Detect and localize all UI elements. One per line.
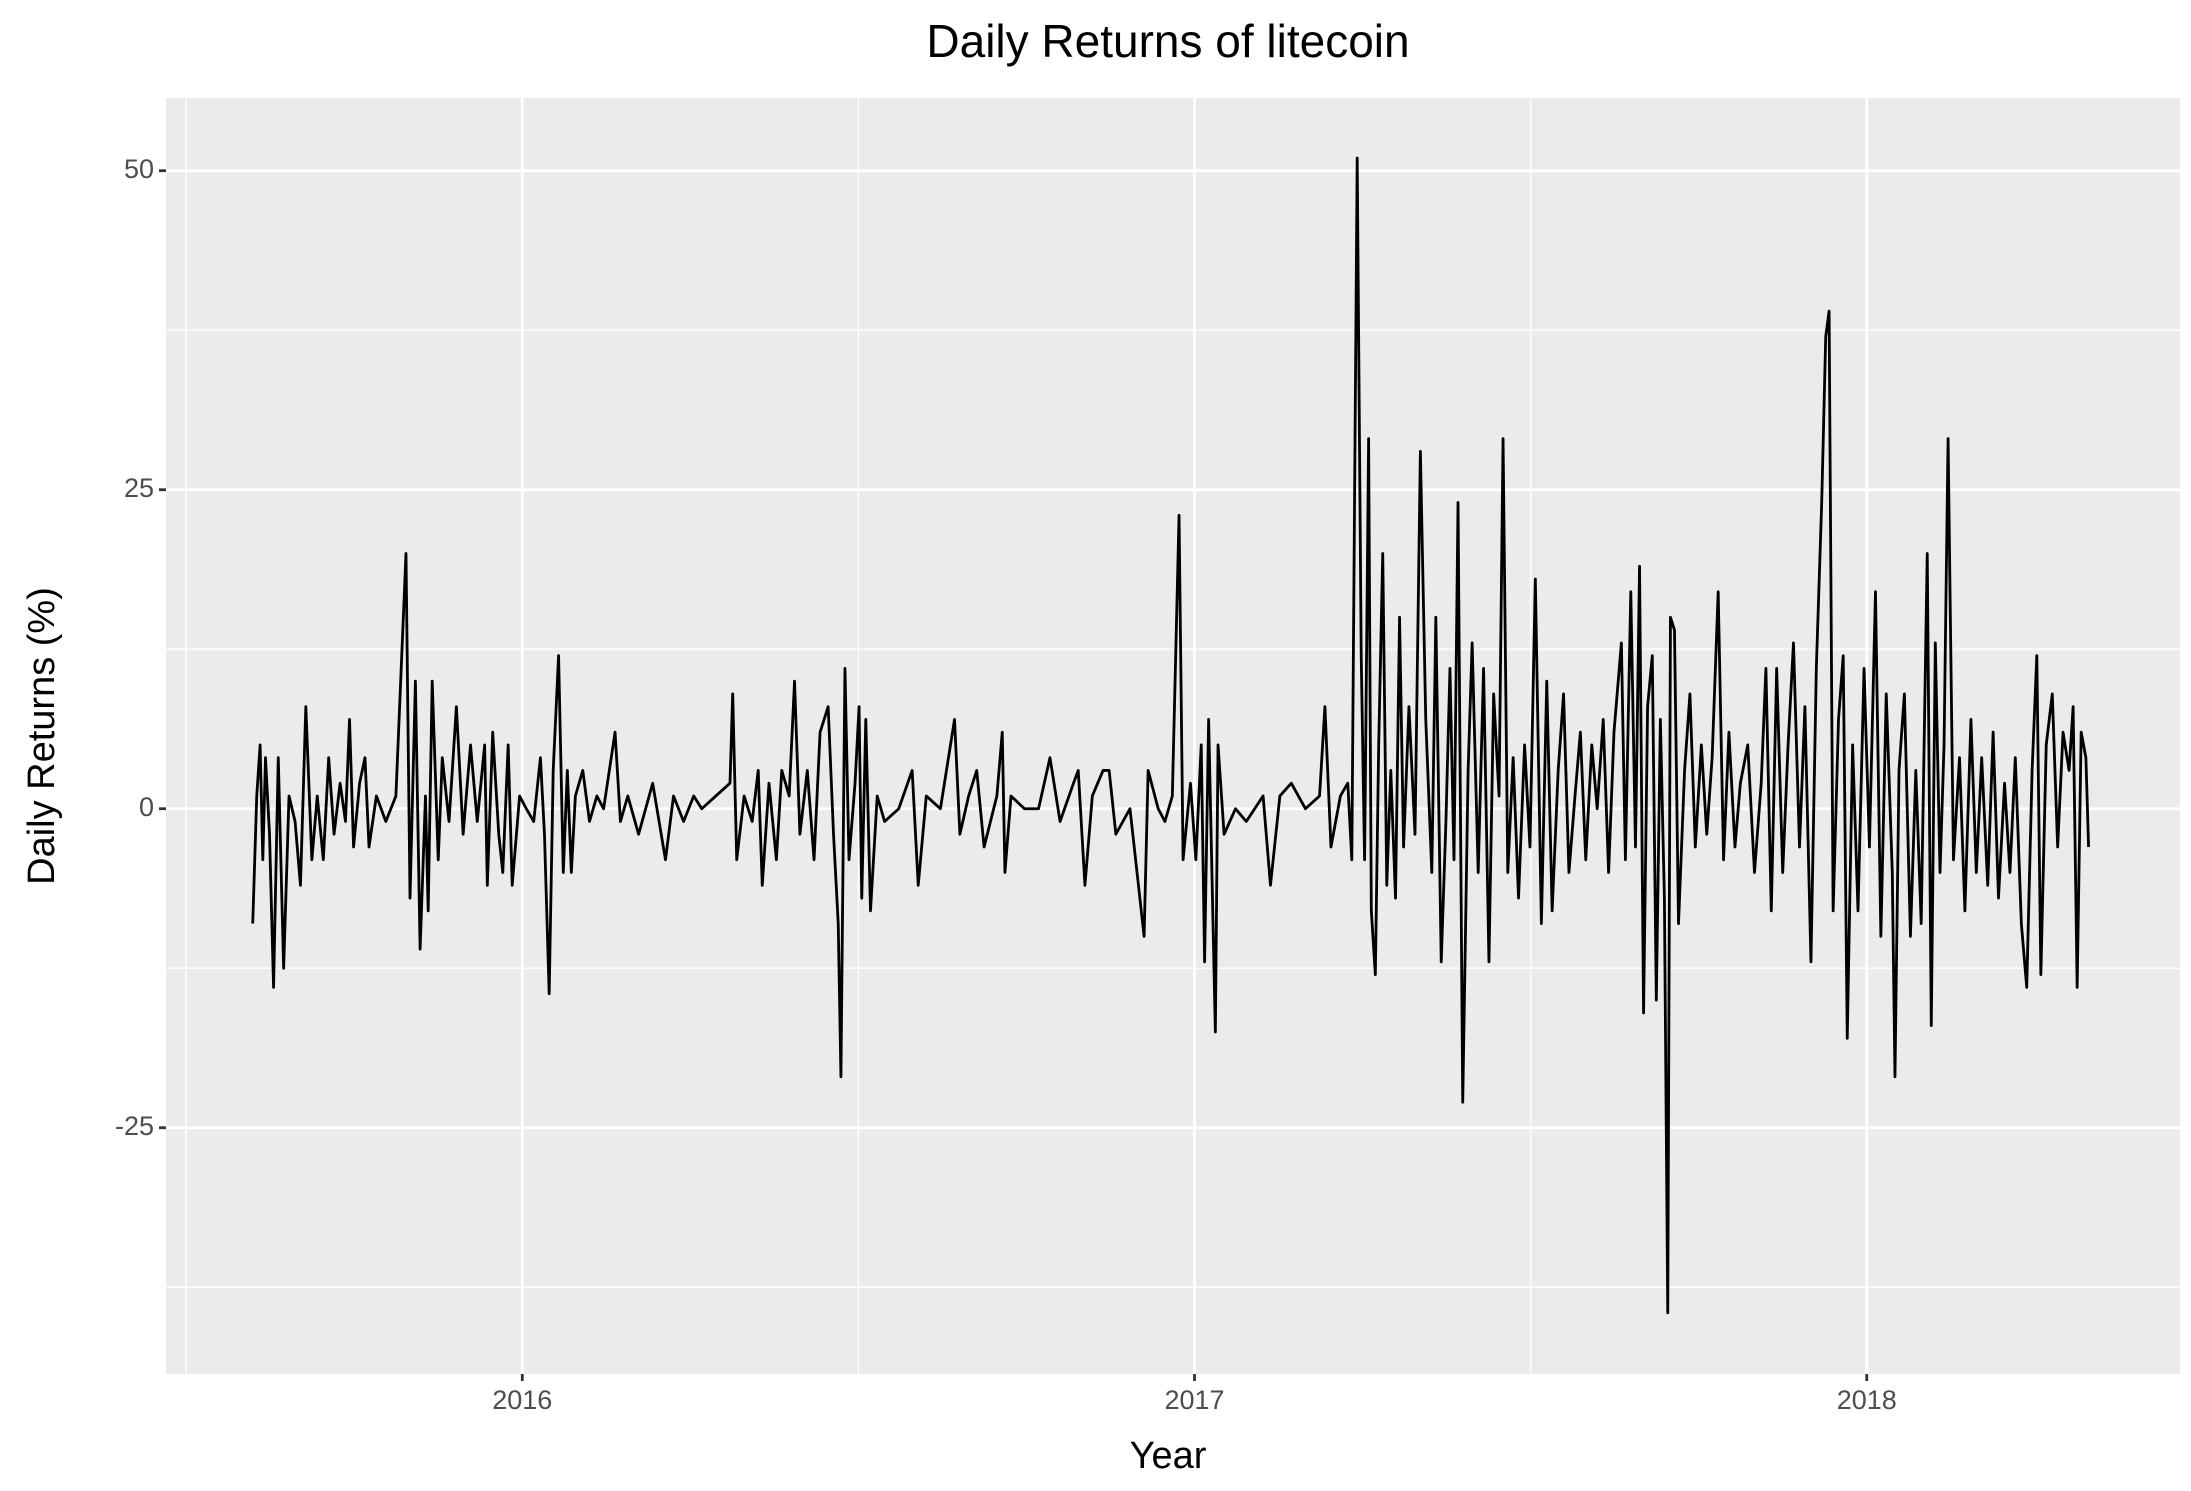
line-series	[251, 156, 2090, 1315]
y-tick-label: 0	[139, 792, 154, 822]
x-tick-label: 2017	[1164, 1385, 1224, 1415]
chart-title: Daily Returns of litecoin	[926, 15, 1409, 67]
x-axis-title: Year	[1130, 1435, 1207, 1477]
y-tick-label: -25	[115, 1111, 154, 1141]
y-tick-label: 25	[124, 473, 154, 503]
x-tick-label: 2016	[492, 1385, 552, 1415]
y-tick-label: 50	[124, 154, 154, 184]
x-tick-label: 2018	[1837, 1385, 1897, 1415]
y-axis-title: Daily Returns (%)	[21, 587, 63, 885]
